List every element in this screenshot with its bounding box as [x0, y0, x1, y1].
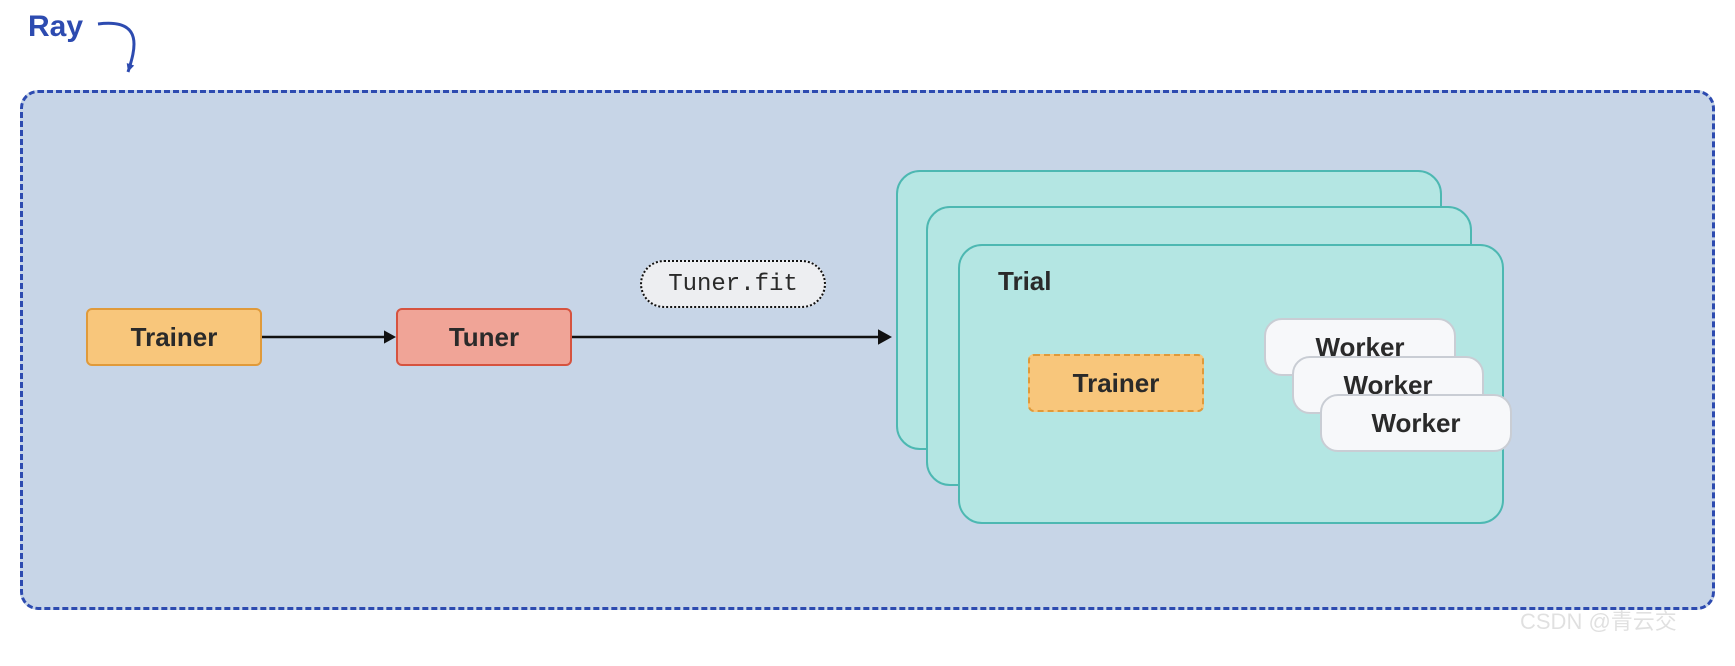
worker-card: Worker: [1320, 394, 1512, 452]
trial-trainer-node: Trainer: [1028, 354, 1204, 412]
trial-trainer-label: Trainer: [1073, 368, 1160, 399]
watermark-text: CSDN @青云交: [1520, 604, 1677, 636]
trial-title: Trial: [998, 266, 1051, 297]
worker-label: Worker: [1371, 408, 1460, 439]
tuner-fit-pill: Tuner.fit: [640, 260, 826, 308]
tuner-fit-label: Tuner.fit: [668, 271, 798, 298]
